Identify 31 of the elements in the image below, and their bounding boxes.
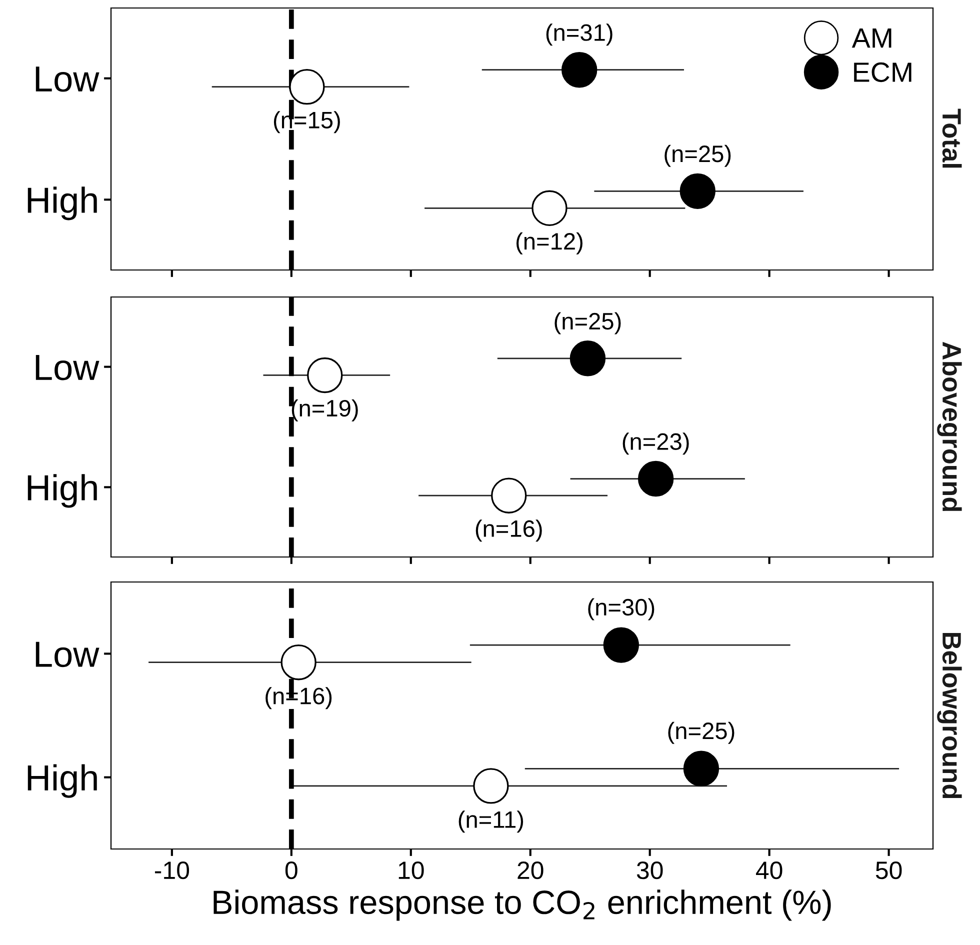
text: Aboveground — [937, 342, 962, 512]
x-tick-label: 20 — [518, 861, 544, 880]
annotation: (n=15) — [274, 111, 340, 134]
legend-label: ECM — [854, 62, 912, 82]
x-tick-label: -10 — [154, 861, 190, 880]
y-tick-label: High — [28, 474, 97, 508]
text: Total — [942, 108, 962, 168]
annotation: (n=25) — [664, 144, 731, 167]
x-tick-label: 0 — [285, 861, 298, 880]
annotation: (n=23) — [622, 432, 689, 455]
x-tick-label: 50 — [876, 861, 902, 880]
x-tick-label: 30 — [636, 861, 663, 880]
annotation: (n=16) — [266, 687, 332, 710]
y-tick-label: Low — [36, 66, 100, 92]
annotation: (n=19) — [292, 399, 358, 422]
annotation: (n=16) — [476, 520, 542, 542]
annotation: (n=31) — [546, 24, 612, 46]
x-tick-label: 40 — [756, 861, 782, 880]
y-tick-label: Low — [36, 642, 100, 668]
text: Belowground — [937, 632, 962, 798]
legend-label: AM — [852, 28, 892, 48]
annotation: (n=25) — [668, 722, 734, 744]
y-tick-label: High — [28, 764, 97, 798]
annotation: (n=11) — [458, 810, 524, 833]
y-tick-label: Low — [36, 355, 100, 380]
y-tick-label: High — [28, 186, 97, 220]
x-axis-title: Biomass response to CO$_{2}$ enrichment (%) — [214, 890, 831, 921]
annotation: (n=25) — [554, 312, 621, 334]
annotation: (n=30) — [588, 598, 654, 620]
annotation: (n=12) — [516, 232, 582, 254]
x-tick-label: 10 — [398, 861, 424, 880]
